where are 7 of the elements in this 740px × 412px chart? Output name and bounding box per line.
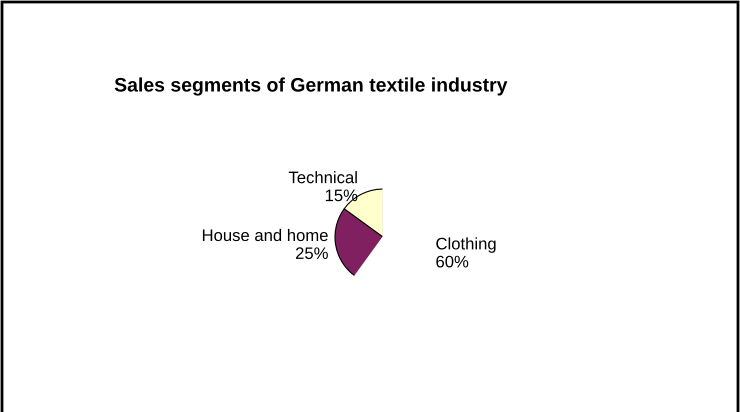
data-label: 15% bbox=[326, 190, 358, 202]
slice-label: Clothing bbox=[436, 237, 496, 253]
slice-label: House and home bbox=[202, 228, 328, 242]
slice-label: Technical bbox=[288, 171, 357, 184]
chart-title: Sales segments of German textile industry bbox=[114, 77, 508, 96]
data-label: 60% bbox=[436, 256, 468, 268]
data-label: 25% bbox=[296, 247, 328, 260]
